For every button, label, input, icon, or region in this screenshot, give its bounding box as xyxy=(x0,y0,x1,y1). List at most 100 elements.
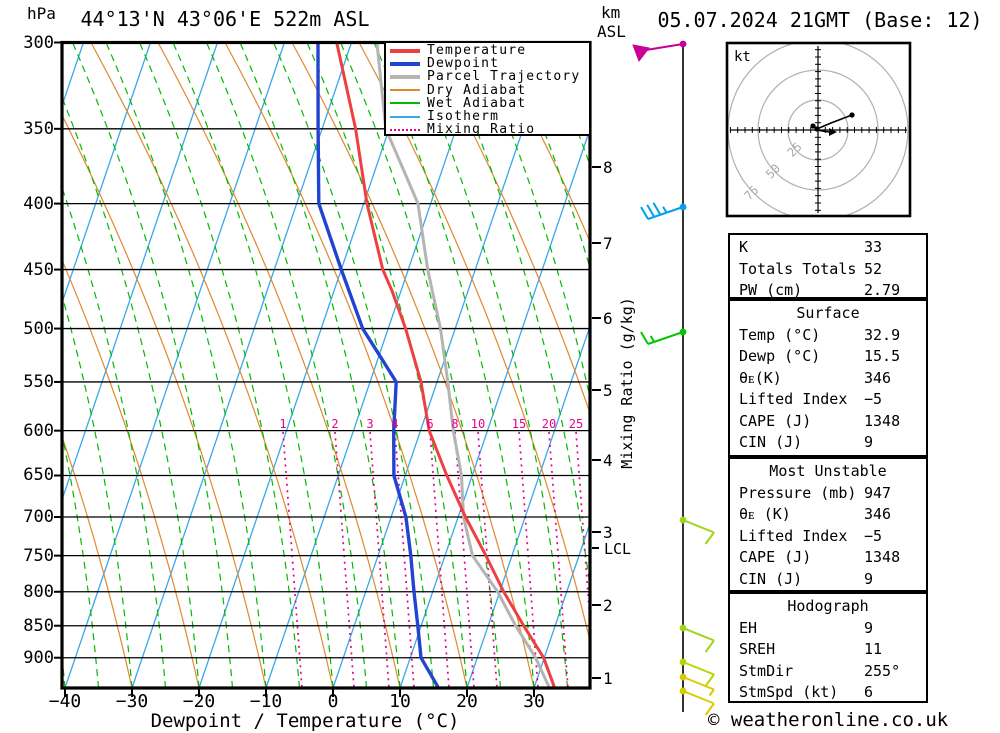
pressure-tick-label: 500 xyxy=(23,319,54,339)
km-tick-label: 5 xyxy=(603,381,613,400)
table-row-value: 947 xyxy=(864,483,892,502)
table-row: EH 9 xyxy=(730,618,926,640)
table-row-value: 2.79 xyxy=(864,281,901,299)
mixing-ratio-line-label: 2 xyxy=(331,417,339,431)
table-row: Lifted Index −5 xyxy=(730,389,926,411)
legend-entry-label: Temperature xyxy=(427,43,527,59)
km-axis-unit-line1: km xyxy=(601,3,621,22)
temperature-tick-label: 0 xyxy=(327,691,339,712)
pressure-tick-label: 750 xyxy=(23,546,54,566)
table-row-label: StmSpd (kt) xyxy=(739,683,839,701)
table-row-label: Totals Totals xyxy=(739,259,857,278)
table-row-label: PW (cm) xyxy=(739,281,803,299)
pressure-tick-label: 300 xyxy=(23,33,54,53)
table-row-label: CIN (J) xyxy=(739,569,803,588)
dry-adiabat-lines xyxy=(62,42,590,689)
table-row-label: CAPE (J) xyxy=(739,548,812,566)
table-row: StmSpd (kt) 6 xyxy=(730,682,926,704)
temperature-tick-label: −10 xyxy=(249,691,283,712)
table-row: CAPE (J) 1348 xyxy=(730,547,926,569)
km-tick-label: 3 xyxy=(603,523,613,542)
table-row-label: Dewp (°C) xyxy=(739,347,821,365)
table-row: θᴇ (K) 346 xyxy=(730,504,926,526)
table-row-value: 15.5 xyxy=(864,347,901,365)
sounding-curves xyxy=(316,41,556,688)
pressure-tick-label: 350 xyxy=(23,119,54,139)
table-row-value: −5 xyxy=(864,526,883,545)
legend-line-swatch xyxy=(390,128,420,131)
table-row-label: Lifted Index xyxy=(739,526,848,545)
mixing-ratio-line-label: 1 xyxy=(279,417,287,431)
table-row-value: 346 xyxy=(864,368,892,387)
table-row: Totals Totals 52 xyxy=(730,259,926,281)
pressure-axis-unit: hPa xyxy=(27,4,56,23)
index-table: Surface Temp (°C) 32.9 Dewp (°C) 15.5 θᴇ(K) 34… xyxy=(728,299,928,457)
pressure-tick-label: 450 xyxy=(23,260,54,280)
table-row-value: 9 xyxy=(864,433,874,451)
legend-entry-label: Parcel Trajectory xyxy=(427,69,581,85)
table-row-label: Lifted Index xyxy=(739,390,848,408)
index-table: Hodograph EH 9 SREH 11 StmDir 255° StmSpd (kt) 6 xyxy=(728,592,928,703)
table-row-label: CIN (J) xyxy=(739,433,803,451)
table-row-value: 33 xyxy=(864,238,883,256)
table-row-label: CAPE (J) xyxy=(739,411,812,430)
hodograph-ring-label: 25 xyxy=(785,140,805,160)
table-row: CIN (J) 9 xyxy=(730,569,926,591)
temperature-tick-label: 20 xyxy=(456,691,478,712)
temperature-tick-label: −20 xyxy=(182,691,216,712)
table-section-header: Hodograph xyxy=(787,597,869,615)
table-row: Dewp (°C) 15.5 xyxy=(730,346,926,368)
copyright-link[interactable]: © weatheronline.co.uk xyxy=(708,709,949,731)
temperature-tick-label: 10 xyxy=(389,691,411,712)
km-tick-label: 4 xyxy=(603,451,613,470)
wind-barb xyxy=(632,40,687,63)
table-row: CAPE (J) 1348 xyxy=(730,411,926,433)
table-row: K 33 xyxy=(730,237,926,259)
km-tick-label: 2 xyxy=(603,596,613,615)
temperature-curve xyxy=(335,41,556,688)
wind-barb xyxy=(640,202,687,220)
km-tick-label: 6 xyxy=(603,309,613,328)
isotherm-lines xyxy=(62,42,590,689)
plot-border xyxy=(60,40,592,690)
legend-entry: Dewpoint xyxy=(390,56,589,72)
table-row: SREH 11 xyxy=(730,639,926,661)
table-row-value: 32.9 xyxy=(864,325,901,344)
axis-ticks xyxy=(54,41,601,697)
pressure-tick-label: 900 xyxy=(23,648,54,668)
table-row: Lifted Index −5 xyxy=(730,526,926,548)
km-tick-label: 8 xyxy=(603,158,613,177)
mixing-ratio-line-label: 3 xyxy=(366,417,374,431)
pressure-tick-label: 800 xyxy=(23,582,54,602)
hodograph-ring-label: 50 xyxy=(763,161,783,181)
wind-barb xyxy=(679,624,715,653)
temperature-tick-label: −30 xyxy=(115,691,149,712)
table-row-label: K xyxy=(739,238,749,256)
index-table: K 33 Totals Totals 52 PW (cm) 2.79 xyxy=(728,233,928,299)
mixing-ratio-axis-label: Mixing Ratio (g/kg) xyxy=(618,297,636,469)
legend-entry-label: Dewpoint xyxy=(427,56,500,72)
legend-entry-label: Wet Adiabat xyxy=(427,95,527,111)
pressure-tick-label: 550 xyxy=(23,372,54,392)
table-row-value: 1348 xyxy=(864,548,901,566)
mixing-ratio-line-label: 6 xyxy=(426,417,434,431)
mixing-ratio-line-label: 10 xyxy=(470,417,486,431)
temperature-tick-label: 30 xyxy=(523,691,545,712)
table-row-label: SREH xyxy=(739,640,776,658)
table-row: Temp (°C) 32.9 xyxy=(730,325,926,347)
table-row-value: 346 xyxy=(864,505,892,523)
station-title: 44°13'N 43°06'E 522m ASL xyxy=(80,7,370,31)
storm-motion-arrow xyxy=(815,129,830,133)
table-row-value: 9 xyxy=(864,618,874,637)
table-row-value: 255° xyxy=(864,661,901,680)
wind-barb xyxy=(679,687,715,716)
valid-time-title: 05.07.2024 21GMT (Base: 12) xyxy=(657,8,983,32)
mixing-ratio-line-label: 8 xyxy=(451,417,459,431)
table-row-label: θᴇ (K) xyxy=(739,505,791,523)
mixing-ratio-line-label: 15 xyxy=(511,417,527,431)
pressure-tick-label: 400 xyxy=(23,194,54,214)
lcl-label: LCL xyxy=(604,540,632,558)
hodograph-trace xyxy=(812,114,853,130)
hodograph-border xyxy=(725,41,912,218)
legend-line-swatch xyxy=(390,61,420,66)
